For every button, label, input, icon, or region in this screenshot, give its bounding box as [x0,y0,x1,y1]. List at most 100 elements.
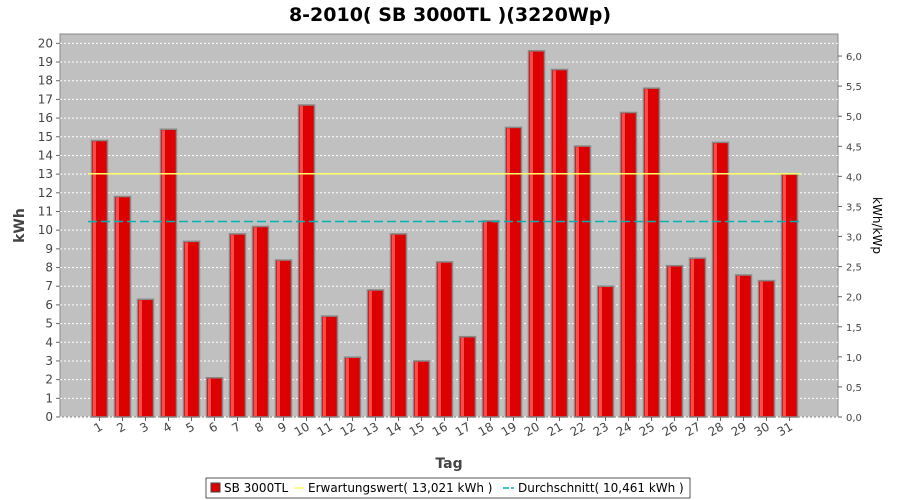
bar-highlight [714,143,717,417]
x-tick-label: 4 [160,419,174,435]
y-tick-label: 14 [38,148,53,162]
y-tick-label: 12 [38,186,53,200]
bar [297,104,316,418]
bar [159,128,178,418]
bar-highlight [369,290,372,416]
bar-highlight [277,261,280,416]
x-tick-label: 10 [292,419,312,439]
x-tick-label: 6 [206,419,220,435]
x-tick-label: 31 [775,419,795,439]
bar-highlight [139,300,142,416]
x-tick-label: 23 [591,419,611,439]
bar [780,173,799,418]
x-tick-label: 14 [384,419,404,439]
x-tick-label: 20 [522,419,542,439]
bar-highlight [415,361,418,416]
x-tick-label: 22 [568,419,588,439]
bar [136,298,155,418]
x-tick-label: 17 [453,419,473,439]
bar-highlight [484,221,487,416]
bar-highlight [760,281,763,416]
y2-axis-label: kWh/kWp [870,197,884,254]
x-tick-label: 3 [137,419,151,435]
x-tick-label: 13 [361,419,381,439]
bar-highlight [346,358,349,416]
y2-tick-label: 4,0 [846,172,862,183]
bar-highlight [461,337,464,416]
y-tick-label: 10 [38,223,53,237]
bar-highlight [645,89,648,417]
y-tick-label: 20 [38,36,53,50]
legend-label-series: SB 3000TL [224,481,289,495]
x-tick-label: 24 [614,419,634,439]
y-tick-label: 3 [45,354,53,368]
x-tick-label: 25 [637,419,657,439]
y2-tick-label: 1,0 [846,353,862,364]
y-tick-label: 15 [38,130,53,144]
x-tick-label: 7 [229,419,243,435]
y-tick-label: 16 [38,111,53,125]
bar-highlight [438,262,441,416]
bar [182,240,201,418]
bar [550,68,569,418]
x-tick-label: 30 [752,419,772,439]
bar [113,195,132,418]
x-tick-label: 11 [315,419,335,439]
y-tick-label: 7 [45,279,53,293]
bar [665,264,684,418]
y-tick-label: 8 [45,261,53,275]
y-axis-label: kWh [12,208,28,243]
y-tick-label: 13 [38,167,53,181]
y-tick-label: 4 [45,335,53,349]
bar [251,225,270,418]
bar [757,279,776,418]
bar [366,289,385,418]
y2-tick-label: 1,5 [846,323,862,334]
bar-highlight [300,105,303,417]
x-tick-label: 9 [275,419,289,435]
y-tick-label: 0 [45,410,53,424]
x-tick-label: 16 [430,419,450,439]
bar [412,360,431,418]
bar-highlight [691,259,694,416]
bar [688,257,707,418]
bar [320,315,339,418]
bar-highlight [254,227,257,416]
bar-highlight [231,234,234,416]
x-axis: 1 2 3 4 5 6 7 8 9 10 11 12 13 14 15 16 17 18 19 20 21 22 23 24 2… [91,417,795,439]
y2-tick-label: 4,5 [846,142,862,153]
x-tick-label: 15 [407,419,427,439]
bar [711,141,730,418]
y-tick-label: 2 [45,373,53,387]
bar [573,145,592,418]
y-tick-label: 17 [38,92,53,106]
bar [274,259,293,418]
bar [619,111,638,418]
y2-tick-label: 3,5 [846,202,862,213]
bar-highlight [392,234,395,416]
bar-highlight [668,266,671,416]
legend-box [205,477,691,499]
bar-highlight [599,287,602,416]
y-tick-label: 6 [45,298,53,312]
x-axis-label: Tag [435,456,462,472]
bar-highlight [507,128,510,417]
y2-tick-label: 2,5 [846,263,862,274]
y-tick-label: 18 [38,74,53,88]
legend-swatch-bar [210,482,221,493]
bar-highlight [622,113,625,416]
x-tick-label: 1 [91,419,105,435]
bar [481,220,500,418]
x-tick-label: 19 [499,419,519,439]
bars [90,50,799,418]
x-tick-label: 8 [252,419,266,435]
x-tick-label: 28 [706,419,726,439]
x-tick-label: 29 [729,419,749,439]
y2-tick-label: 5,5 [846,82,862,93]
y2-tick-label: 6,0 [846,52,862,63]
bar-highlight [185,242,188,416]
bar-highlight [530,51,533,416]
reference-lines [88,172,801,223]
